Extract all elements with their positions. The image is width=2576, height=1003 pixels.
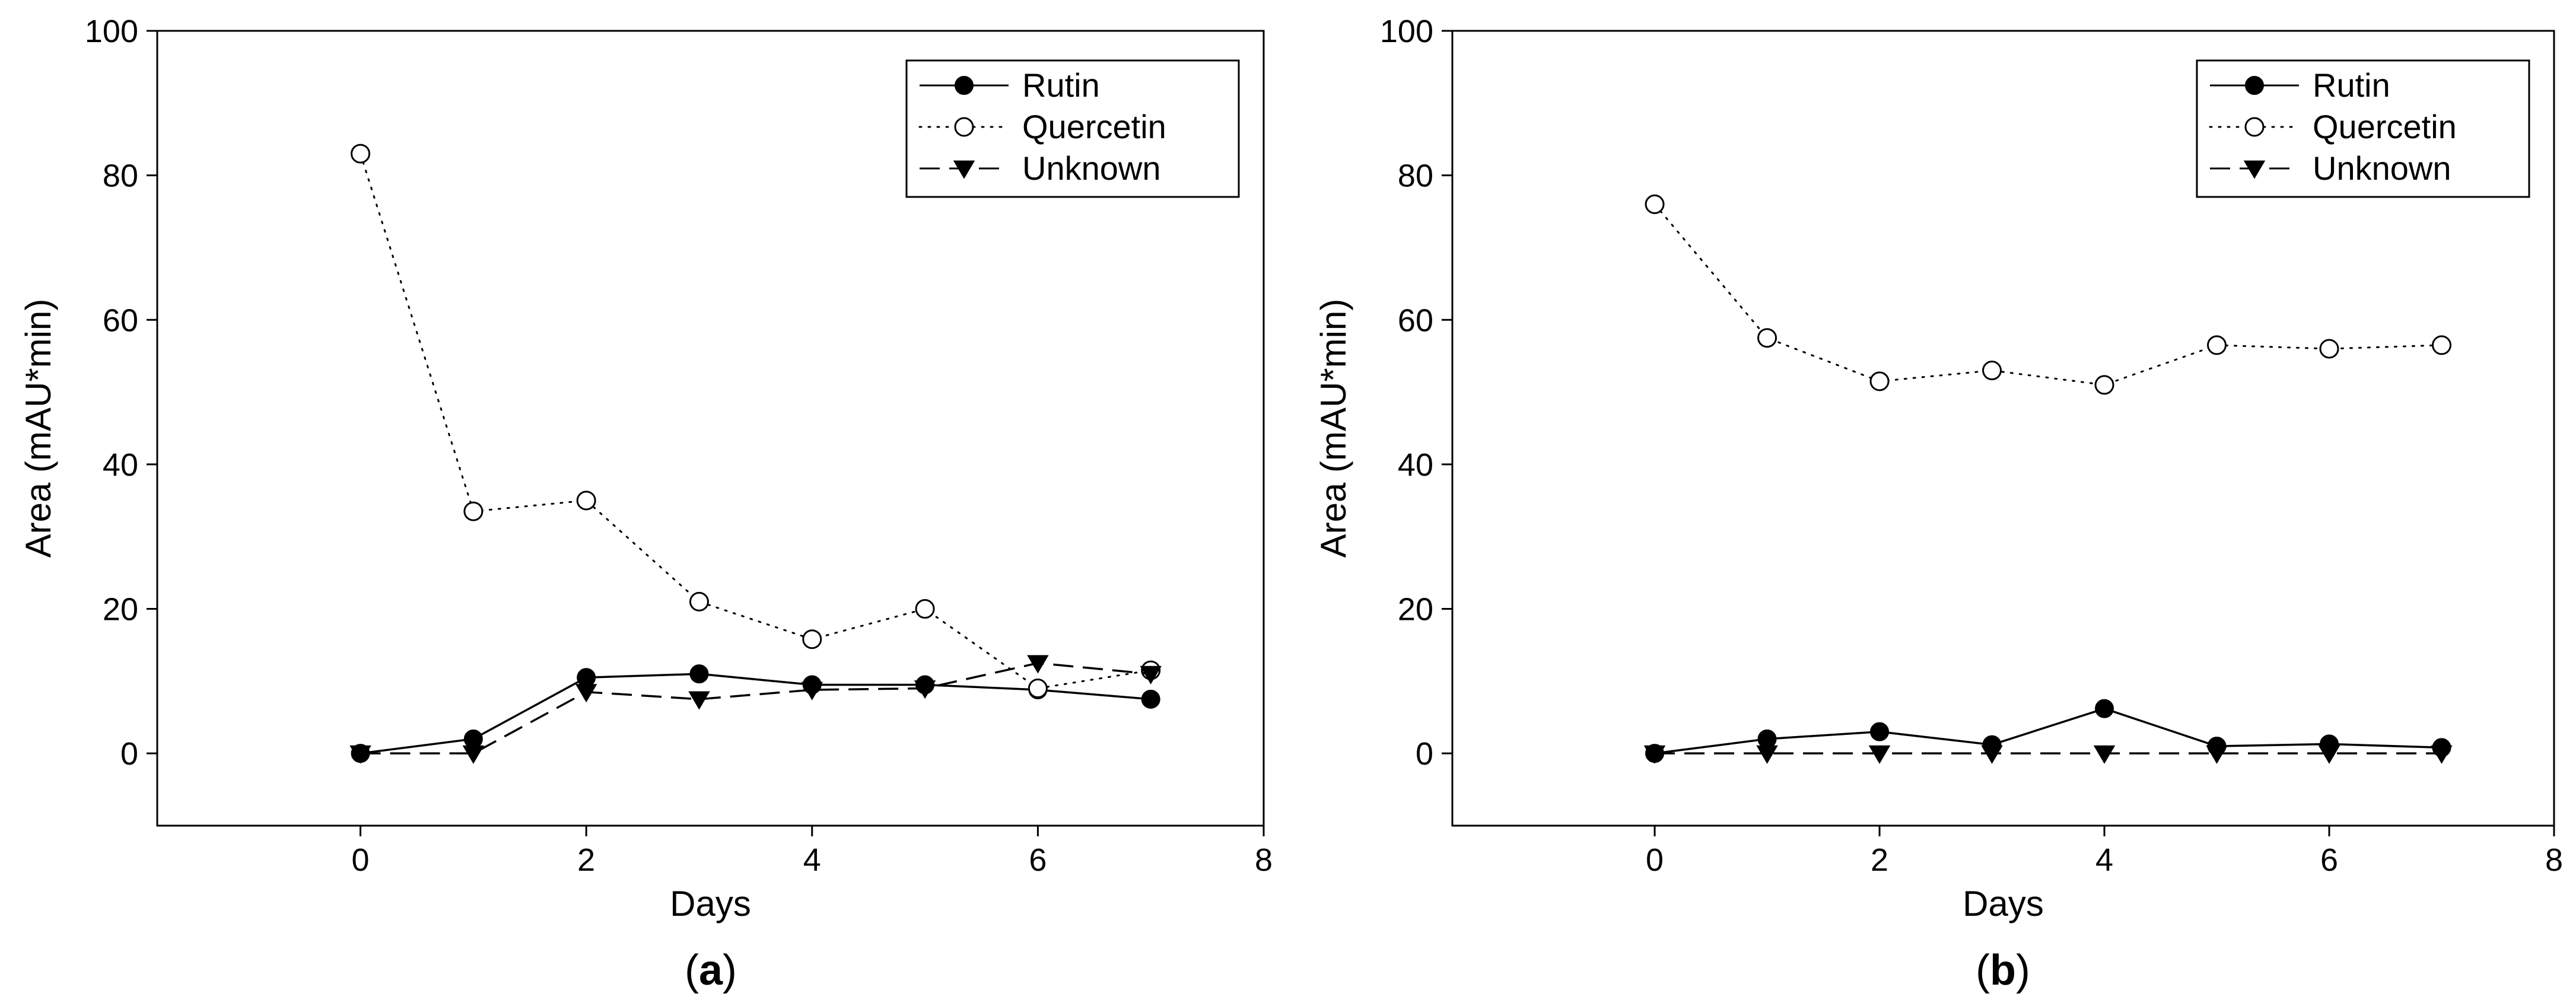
plot-frame bbox=[156, 30, 1265, 827]
point-quercetin bbox=[576, 491, 596, 511]
point-rutin bbox=[689, 664, 709, 684]
y-tick-label: 20 bbox=[1398, 592, 1433, 628]
point-quercetin bbox=[351, 144, 371, 164]
point-unknown bbox=[349, 745, 371, 764]
legend-label: Unknown bbox=[2313, 149, 2451, 187]
y-axis-label: Area (mAU*min) bbox=[1314, 299, 1353, 558]
point-unknown bbox=[688, 691, 710, 710]
point-unknown bbox=[2093, 745, 2116, 764]
point-quercetin bbox=[2319, 339, 2339, 359]
caption-letter: b bbox=[1990, 947, 2016, 994]
y-tick-label: 40 bbox=[103, 447, 138, 483]
point-unknown bbox=[1643, 745, 1666, 764]
point-quercetin bbox=[1757, 328, 1777, 348]
caption-open-paren: ( bbox=[685, 947, 699, 994]
x-tick-label: 0 bbox=[1646, 842, 1664, 878]
point-quercetin bbox=[915, 599, 935, 619]
x-axis-label: Days bbox=[670, 884, 751, 924]
y-tick-label: 40 bbox=[1398, 447, 1433, 483]
y-tick-label: 0 bbox=[1416, 736, 1433, 772]
y-tick-label: 60 bbox=[103, 303, 138, 338]
point-unknown bbox=[462, 745, 485, 764]
point-rutin bbox=[1141, 689, 1160, 709]
series-line-quercetin bbox=[360, 152, 1152, 690]
point-unknown bbox=[914, 680, 936, 699]
point-quercetin bbox=[689, 591, 709, 612]
legend-marker bbox=[954, 117, 974, 137]
series-line-rutin bbox=[360, 673, 1151, 754]
chart-panel-b: 0 20 40 60 80 100 0 2 4 6 8 Days Area (mAU*min) Rutin… bbox=[1314, 14, 2563, 994]
y-tick-label: 100 bbox=[85, 14, 138, 49]
legend-label: Unknown bbox=[1022, 149, 1160, 187]
x-axis-label: Days bbox=[1963, 884, 2044, 924]
point-quercetin bbox=[1869, 371, 1890, 391]
legend-label: Rutin bbox=[1022, 66, 1100, 104]
point-quercetin bbox=[2432, 335, 2452, 355]
y-tick-label: 20 bbox=[103, 592, 138, 628]
point-unknown bbox=[1981, 745, 2003, 764]
point-rutin bbox=[463, 729, 483, 749]
point-unknown bbox=[2431, 745, 2453, 764]
series-line-unknown bbox=[360, 662, 1151, 754]
caption-open-paren: ( bbox=[1976, 947, 1990, 994]
point-unknown bbox=[1756, 745, 1778, 764]
x-tick-label: 6 bbox=[2320, 842, 2338, 878]
y-tick-label: 0 bbox=[120, 736, 138, 772]
point-unknown bbox=[1027, 655, 1049, 674]
point-unknown bbox=[575, 684, 597, 703]
legend-marker bbox=[953, 160, 975, 179]
point-unknown bbox=[2318, 745, 2340, 764]
legend-label: Rutin bbox=[2313, 66, 2390, 104]
x-tick-label: 4 bbox=[803, 842, 821, 878]
y-tick-label: 80 bbox=[1398, 158, 1433, 194]
point-rutin bbox=[577, 668, 596, 687]
panel-caption: (a) bbox=[685, 947, 737, 994]
point-quercetin bbox=[2207, 335, 2227, 355]
point-unknown bbox=[2206, 745, 2228, 764]
series-line-rutin bbox=[1654, 707, 2442, 754]
series-line-quercetin bbox=[1653, 203, 2443, 386]
y-tick-label: 80 bbox=[103, 158, 138, 194]
x-tick-label: 2 bbox=[577, 842, 595, 878]
point-quercetin bbox=[2094, 375, 2114, 395]
chart-panel-a: 0 20 40 60 80 100 0 2 4 6 8 Days Area (mAU*min) Rutin… bbox=[18, 14, 1273, 994]
legend-marker bbox=[955, 76, 974, 95]
point-rutin bbox=[2095, 699, 2114, 718]
point-quercetin bbox=[1645, 194, 1665, 214]
x-tick-label: 6 bbox=[1029, 842, 1047, 878]
panel-caption: (b) bbox=[1976, 947, 2030, 994]
point-rutin bbox=[1757, 729, 1777, 749]
legend-label: Quercetin bbox=[2313, 108, 2457, 145]
y-tick-label: 60 bbox=[1398, 303, 1433, 338]
y-tick-label: 100 bbox=[1380, 14, 1433, 49]
legend-marker bbox=[2245, 76, 2264, 95]
point-quercetin bbox=[802, 629, 822, 649]
caption-close-paren: ) bbox=[2016, 947, 2030, 994]
x-tick-label: 2 bbox=[1871, 842, 1888, 878]
legend-marker bbox=[2243, 160, 2266, 179]
x-tick-label: 8 bbox=[2545, 842, 2563, 878]
point-unknown bbox=[1868, 745, 1891, 764]
point-quercetin bbox=[1982, 361, 2002, 381]
x-tick-label: 8 bbox=[1255, 842, 1273, 878]
point-quercetin bbox=[1028, 679, 1048, 699]
point-quercetin bbox=[463, 501, 484, 521]
x-tick-label: 0 bbox=[352, 842, 370, 878]
caption-close-paren: ) bbox=[723, 947, 737, 994]
legend-label: Quercetin bbox=[1022, 108, 1166, 145]
caption-letter: a bbox=[699, 947, 723, 994]
point-unknown bbox=[1140, 666, 1162, 684]
legend-marker bbox=[2244, 117, 2265, 137]
x-tick-label: 4 bbox=[2095, 842, 2113, 878]
plot-frame bbox=[1451, 30, 2555, 827]
point-rutin bbox=[1870, 722, 1890, 741]
point-unknown bbox=[801, 682, 823, 700]
y-axis-label: Area (mAU*min) bbox=[18, 299, 58, 558]
